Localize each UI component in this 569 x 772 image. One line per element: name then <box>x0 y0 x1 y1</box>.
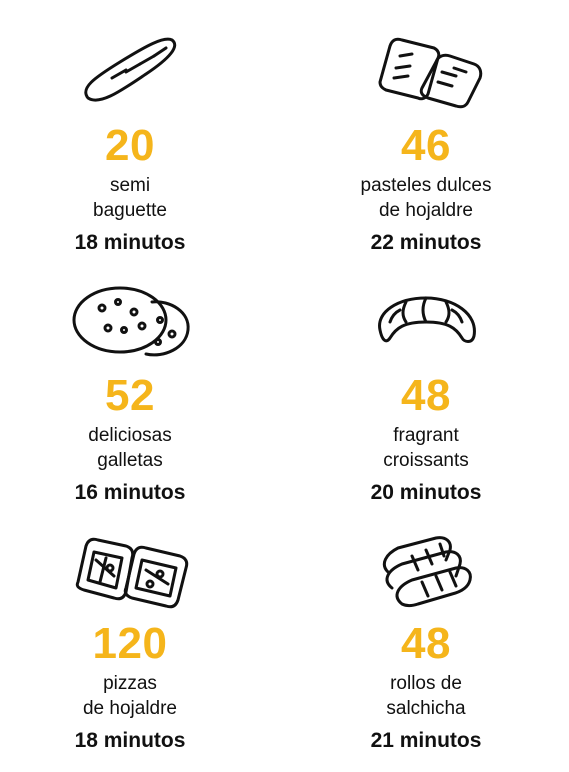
product-name-line1: pasteles dulces <box>360 175 492 196</box>
bake-time: 20 minutos <box>370 481 482 505</box>
product-count: 52 <box>105 371 155 420</box>
product-name-line2: croissants <box>383 449 469 471</box>
product-card-sausage-roll: 48 rollos de salchicha 21 minutos <box>296 526 556 753</box>
bake-time: 21 minutos <box>370 729 482 753</box>
product-name-line1: rollos de <box>390 673 462 694</box>
product-name-line2: salchicha <box>386 697 466 719</box>
sausage-roll-icon <box>356 526 496 612</box>
product-name-line2: de hojaldre <box>378 199 474 221</box>
product-name-line2: baguette <box>93 199 167 221</box>
product-name-line1: pizzas <box>103 673 157 694</box>
product-name-line2: galletas <box>97 449 163 471</box>
cookies-icon <box>60 278 200 364</box>
product-name-line1: semi <box>109 175 151 196</box>
product-name-line1: deliciosas <box>88 425 172 446</box>
puff-pastry-icon <box>356 28 496 114</box>
baguette-icon <box>60 28 200 114</box>
product-count: 46 <box>401 121 451 170</box>
bake-time: 16 minutos <box>74 481 186 505</box>
product-card-cookies: 52 deliciosas galletas 16 minutos <box>0 278 260 505</box>
croissant-icon <box>356 278 496 364</box>
product-count: 120 <box>92 619 168 668</box>
bake-time: 18 minutos <box>74 729 186 753</box>
product-card-croissant: 48 fragrant croissants 20 minutos <box>296 278 556 505</box>
product-card-puff-pizza: 120 pizzas de hojaldre 18 minutos <box>0 526 260 753</box>
puff-pizza-icon <box>60 526 200 612</box>
product-card-baguette: 20 semi baguette 18 minutos <box>0 28 260 255</box>
product-name-line2: de hojaldre <box>82 697 178 719</box>
product-count: 48 <box>401 371 451 420</box>
product-count: 20 <box>105 121 155 170</box>
product-name-line1: fragrant <box>393 425 459 446</box>
product-count: 48 <box>401 619 451 668</box>
product-card-puff-pastry: 46 pasteles dulces de hojaldre 22 minuto… <box>296 28 556 255</box>
bake-time: 18 minutos <box>74 231 186 255</box>
bake-time: 22 minutos <box>370 231 482 255</box>
